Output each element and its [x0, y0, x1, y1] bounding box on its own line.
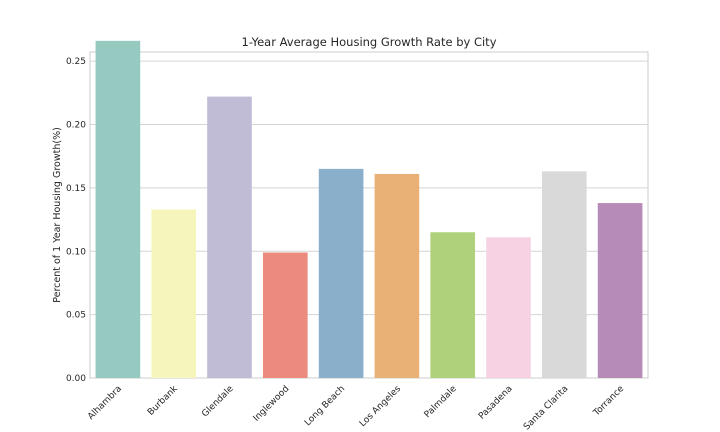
- x-tick-label: Long Beach: [303, 384, 347, 428]
- x-tick-label: Torrance: [591, 384, 626, 419]
- x-tick-label: Alhambra: [86, 384, 124, 422]
- bar-burbank: [151, 209, 197, 378]
- bar-santa-clarita: [541, 171, 587, 378]
- y-tick-label: 0.20: [66, 121, 86, 131]
- y-axis-label: Percent of 1 Year Housing Growth(%): [52, 127, 63, 303]
- x-tick-label: Burbank: [146, 384, 180, 418]
- x-tick-label: Pasadena: [477, 384, 515, 422]
- bar-long-beach: [318, 168, 364, 378]
- x-tick-label: Glendale: [200, 384, 236, 420]
- x-tick-label: Palmdale: [423, 384, 459, 420]
- x-tick-label: Santa Clarita: [522, 384, 570, 432]
- y-tick-label: 0.05: [66, 311, 86, 321]
- bar-alhambra: [95, 40, 141, 378]
- bar-glendale: [207, 96, 252, 379]
- bar-los-angeles: [374, 173, 420, 378]
- chart-title: 1-Year Average Housing Growth Rate by Ci…: [242, 35, 497, 49]
- x-tick-label: Inglewood: [252, 384, 292, 424]
- y-tick-label: 0.00: [66, 374, 86, 384]
- bar-palmdale: [430, 232, 476, 378]
- y-tick-label: 0.15: [66, 184, 86, 194]
- x-tick-label: Los Angeles: [358, 384, 403, 429]
- y-tick-label: 0.25: [66, 57, 86, 67]
- y-tick-labels: 0.00 0.05 0.10 0.15 0.20 0.25: [66, 57, 86, 384]
- bar-pasadena: [486, 237, 531, 378]
- y-tick-label: 0.10: [66, 247, 86, 257]
- bar-inglewood: [262, 252, 308, 378]
- bar-torrance: [597, 203, 643, 378]
- bars: [95, 40, 643, 379]
- x-tick-labels: Alhambra Burbank Glendale Inglewood Long Bea…: [86, 384, 626, 432]
